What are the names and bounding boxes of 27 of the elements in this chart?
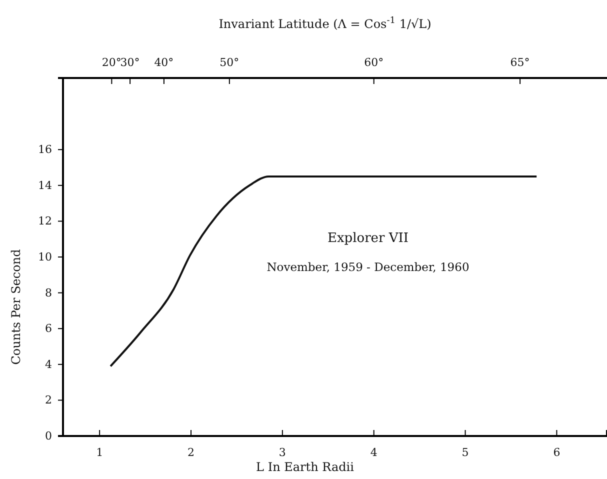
x-tick-label: 5 [462,446,469,459]
y-axis-title: Counts Per Second [9,248,23,365]
text: 20° [102,56,122,69]
text: 40° [154,56,174,69]
x-tick-label: 3 [278,446,286,459]
y-tick-label: 4 [45,358,52,371]
y-tick-label: 10 [38,250,52,264]
y-tick-label: 12 [38,214,52,228]
annotation: Explorer VII [327,231,409,246]
y-tick-label: 8 [45,286,52,300]
y-tick-label: 6 [45,322,52,336]
x-tick-label: 6 [553,446,560,459]
text: 30° [120,56,140,69]
annotation: November, 1959 - December, 1960 [266,260,470,274]
y-tick-label: 16 [38,143,52,156]
y-tick-label: 0 [45,430,52,443]
text: Invariant Latitude (Λ = Cos$^{-1}$ 1/√L) [218,16,432,31]
text: 50° [220,56,240,69]
y-tick-label: 14 [38,178,52,192]
text: 65° [510,56,530,69]
x-tick-label: 2 [188,446,194,459]
text: 60° [364,56,384,69]
line-series [110,175,538,368]
x-axis-title: L In Earth Radii [256,460,354,474]
y-tick-label: 2 [45,394,52,407]
x-tick-label: 1 [96,446,104,459]
x-tick-label: 4 [370,446,378,459]
